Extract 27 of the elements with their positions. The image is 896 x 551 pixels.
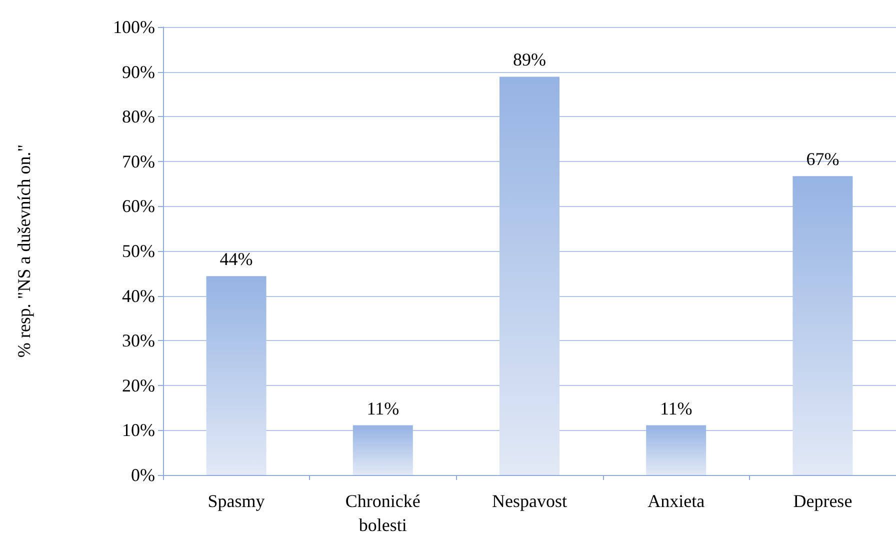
x-tick-label: Nespavost: [492, 491, 567, 511]
bar: [206, 276, 266, 475]
x-tick-label: Deprese: [793, 491, 852, 511]
y-axis-title: % resp. "NS a duševních on.": [14, 144, 34, 358]
data-label: 89%: [513, 50, 546, 70]
data-label: 44%: [220, 249, 253, 270]
y-tick-label: 10%: [122, 420, 155, 440]
x-tick-label: Chronické bolesti: [345, 491, 420, 535]
y-tick-label: 0%: [131, 465, 155, 485]
bar: [352, 425, 413, 475]
y-tick-label: 100%: [113, 17, 155, 37]
y-tick-label: 50%: [122, 241, 155, 261]
x-tick-label: Spasmy: [208, 491, 265, 511]
y-tick-label: 70%: [122, 151, 155, 172]
bar: [792, 176, 853, 475]
data-label: 67%: [806, 149, 840, 170]
y-tick-label: 20%: [122, 375, 155, 396]
x-tick-label: Anxieta: [648, 491, 705, 511]
y-tick-label: 90%: [122, 62, 155, 82]
y-tick-label: 40%: [122, 286, 155, 306]
y-tick-label: 30%: [122, 330, 155, 351]
bar: [646, 425, 706, 475]
bar: [500, 76, 560, 475]
y-tick-label: 60%: [122, 196, 155, 216]
y-tick-label: 80%: [122, 106, 155, 127]
data-label: 11%: [366, 398, 400, 418]
data-label: 11%: [660, 398, 692, 418]
